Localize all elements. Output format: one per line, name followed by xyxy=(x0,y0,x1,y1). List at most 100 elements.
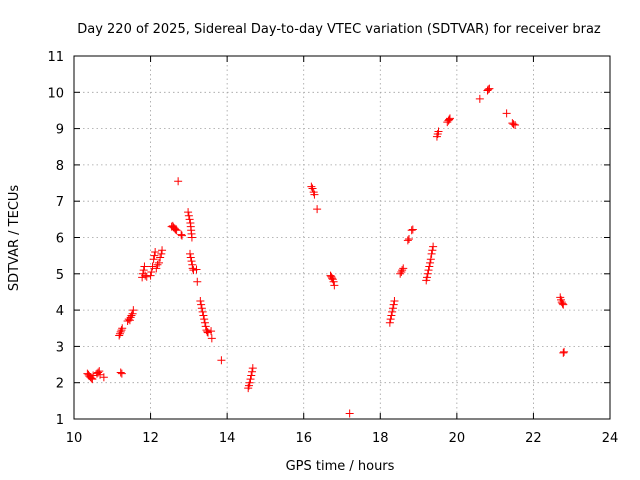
data-point xyxy=(428,246,437,255)
data-point xyxy=(115,331,124,340)
chart-title: Day 220 of 2025, Sidereal Day-to-day VTE… xyxy=(77,22,601,37)
data-point xyxy=(198,307,207,316)
y-tick-label: 4 xyxy=(56,304,64,319)
data-point xyxy=(197,300,206,309)
data-point xyxy=(142,272,151,281)
data-point xyxy=(330,281,339,290)
data-point xyxy=(146,271,155,280)
data-point xyxy=(559,300,568,309)
y-tick-label: 7 xyxy=(56,195,64,210)
data-point xyxy=(196,297,205,306)
data-point xyxy=(174,177,183,186)
data-point xyxy=(485,84,494,93)
y-tick-label: 5 xyxy=(56,268,64,283)
data-point xyxy=(127,311,136,320)
data-point xyxy=(248,367,257,376)
data-point xyxy=(115,329,124,338)
axis-ticks xyxy=(73,55,611,420)
data-point xyxy=(445,115,454,124)
y-tick-label: 11 xyxy=(47,50,64,65)
data-point xyxy=(172,226,181,235)
data-point xyxy=(247,371,256,380)
x-tick-label: 14 xyxy=(219,431,236,446)
data-point xyxy=(558,299,567,308)
data-point xyxy=(422,273,431,282)
data-point xyxy=(199,311,208,320)
y-tick-labels: 1 2 3 4 5 6 7 8 9 10 11 xyxy=(47,50,64,428)
data-point xyxy=(426,258,435,267)
data-point xyxy=(118,324,127,333)
data-point xyxy=(387,311,396,320)
data-point xyxy=(444,116,453,125)
x-tick-labels: 10 12 14 16 18 20 22 24 xyxy=(66,431,619,446)
data-point xyxy=(308,184,317,193)
data-point xyxy=(88,375,97,384)
data-point xyxy=(192,265,201,274)
data-point xyxy=(156,253,165,262)
data-point xyxy=(153,260,162,269)
data-point xyxy=(396,269,405,278)
data-point xyxy=(423,269,432,278)
data-point xyxy=(307,182,316,191)
data-point xyxy=(328,274,337,283)
y-tick-label: 8 xyxy=(56,159,64,174)
data-point xyxy=(389,300,398,309)
data-point xyxy=(207,327,216,336)
data-point xyxy=(386,315,395,324)
data-point xyxy=(187,257,196,266)
data-point xyxy=(158,246,167,255)
data-point xyxy=(398,266,407,275)
data-point xyxy=(509,120,518,129)
data-point xyxy=(99,373,108,382)
x-tick-label: 24 xyxy=(602,431,619,446)
x-tick-label: 22 xyxy=(525,431,542,446)
data-point xyxy=(151,248,160,257)
y-axis-label: SDTVAR / TECUs xyxy=(7,185,22,292)
data-point xyxy=(200,318,209,327)
data-point xyxy=(511,120,520,129)
data-point xyxy=(246,375,255,384)
y-tick-label: 10 xyxy=(47,86,64,101)
x-tick-label: 12 xyxy=(142,431,159,446)
data-point xyxy=(426,255,435,264)
data-point xyxy=(429,242,438,251)
data-point xyxy=(188,264,197,273)
data-point xyxy=(407,226,416,235)
data-point xyxy=(201,322,210,331)
data-point xyxy=(149,255,158,264)
x-tick-label: 10 xyxy=(66,431,83,446)
data-point xyxy=(475,94,484,103)
data-point xyxy=(129,306,138,315)
data-point xyxy=(483,86,492,95)
grid xyxy=(74,56,610,419)
data-point xyxy=(171,225,180,234)
data-point xyxy=(425,262,434,271)
x-tick-label: 20 xyxy=(449,431,466,446)
y-tick-label: 2 xyxy=(56,377,64,392)
data-point xyxy=(147,267,156,276)
data-point xyxy=(388,304,397,313)
data-point xyxy=(385,318,394,327)
data-point xyxy=(154,258,163,267)
y-tick-label: 6 xyxy=(56,232,64,247)
data-point xyxy=(397,267,406,276)
y-tick-label: 1 xyxy=(56,413,64,428)
data-point xyxy=(427,249,436,258)
data-point xyxy=(187,233,196,242)
data-point xyxy=(184,208,193,217)
data-point xyxy=(186,249,195,258)
data-point xyxy=(157,249,166,258)
data-point xyxy=(434,127,443,136)
data-point xyxy=(310,190,319,199)
data-point xyxy=(116,327,125,336)
data-point xyxy=(185,215,194,224)
data-point xyxy=(313,205,322,214)
data-point xyxy=(117,369,126,378)
data-points xyxy=(83,84,569,418)
data-point xyxy=(193,277,202,286)
data-point xyxy=(484,85,493,94)
data-point xyxy=(184,211,193,220)
data-point xyxy=(177,231,186,240)
data-point xyxy=(139,266,148,275)
